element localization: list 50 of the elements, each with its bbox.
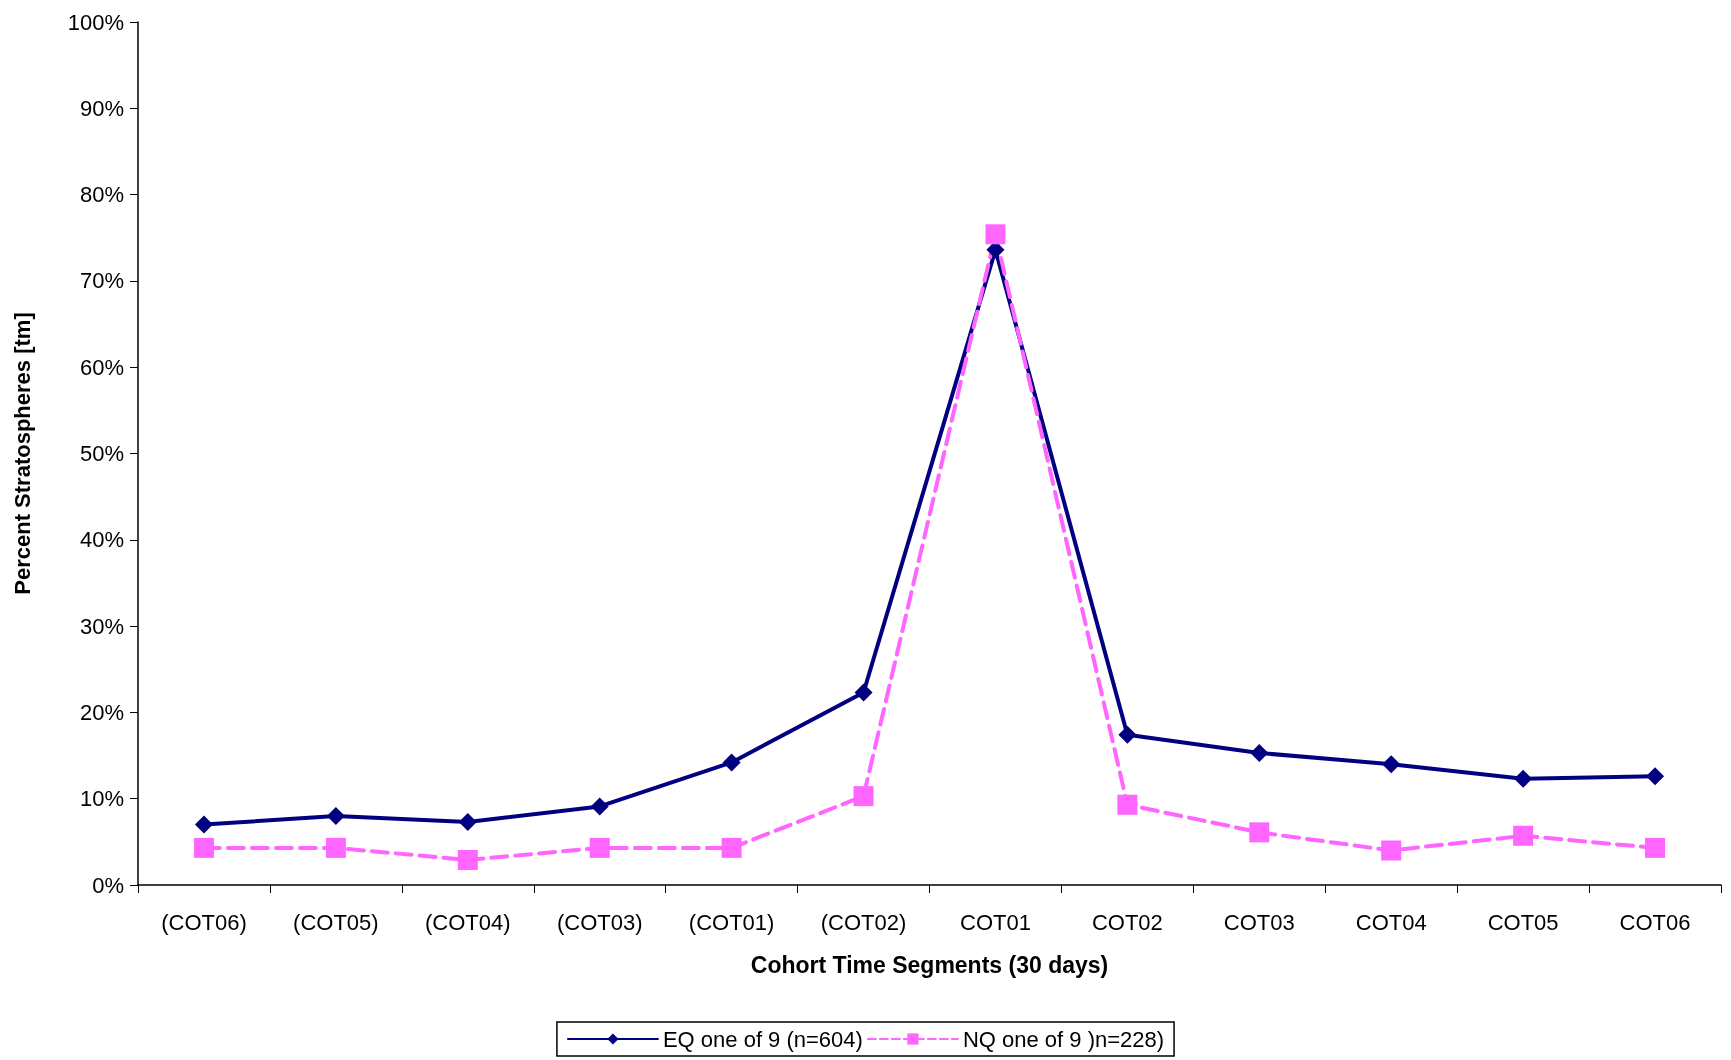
x-tick-label: COT03 bbox=[1223, 909, 1295, 935]
y-tick-label: 10% bbox=[79, 786, 124, 812]
x-tick-label: (COT06) bbox=[161, 909, 247, 935]
legend-label: NQ one of 9 )n=228) bbox=[962, 1026, 1165, 1052]
point bbox=[1118, 725, 1137, 744]
point bbox=[1382, 755, 1401, 774]
y-tick-label: 40% bbox=[79, 527, 124, 553]
point bbox=[325, 837, 346, 858]
x-tick-label: (COT05) bbox=[293, 909, 379, 935]
x-tick-label: (COT04) bbox=[425, 909, 511, 935]
point bbox=[721, 837, 742, 858]
point bbox=[1117, 794, 1138, 815]
point bbox=[457, 849, 478, 870]
x-tick-label: (COT02) bbox=[820, 909, 907, 935]
point bbox=[1514, 769, 1533, 788]
point bbox=[1249, 822, 1270, 843]
y-tick-label: 0% bbox=[92, 872, 124, 898]
point bbox=[1513, 825, 1534, 846]
legend-label: EQ one of 9 (n=604) bbox=[662, 1026, 863, 1052]
point bbox=[194, 815, 213, 834]
y-tick-label: 20% bbox=[79, 699, 124, 725]
point bbox=[589, 837, 610, 858]
x-tick-label: (COT01) bbox=[688, 909, 775, 935]
point bbox=[1250, 743, 1269, 762]
x-tick-label: COT04 bbox=[1355, 909, 1427, 935]
y-tick-label: 30% bbox=[79, 613, 124, 639]
point bbox=[854, 683, 873, 702]
point bbox=[1646, 767, 1665, 786]
y-tick-label: 60% bbox=[79, 354, 124, 380]
x-tick-label: COT01 bbox=[960, 909, 1031, 935]
x-tick-label: (COT03) bbox=[556, 909, 643, 935]
point bbox=[458, 813, 477, 831]
y-tick-label: 100% bbox=[67, 9, 124, 35]
y-tick-label: 70% bbox=[79, 268, 124, 294]
y-tick-label: 90% bbox=[79, 95, 124, 121]
y-axis-title: Percent Stratospheres [tm] bbox=[9, 312, 35, 595]
x-tick-label: COT05 bbox=[1487, 909, 1559, 935]
point bbox=[722, 753, 741, 772]
point bbox=[1645, 837, 1666, 858]
x-tick-label: COT06 bbox=[1619, 909, 1691, 935]
point bbox=[985, 224, 1006, 245]
point bbox=[1381, 840, 1402, 861]
y-tick-label: 80% bbox=[79, 182, 124, 208]
y-tick-label: 50% bbox=[79, 441, 124, 466]
point bbox=[590, 797, 609, 816]
x-tick-label: COT02 bbox=[1091, 909, 1163, 935]
x-axis-title: Cohort Time Segments (30 days) bbox=[750, 951, 1109, 978]
point bbox=[853, 786, 874, 807]
point bbox=[193, 837, 214, 858]
point bbox=[326, 806, 345, 825]
